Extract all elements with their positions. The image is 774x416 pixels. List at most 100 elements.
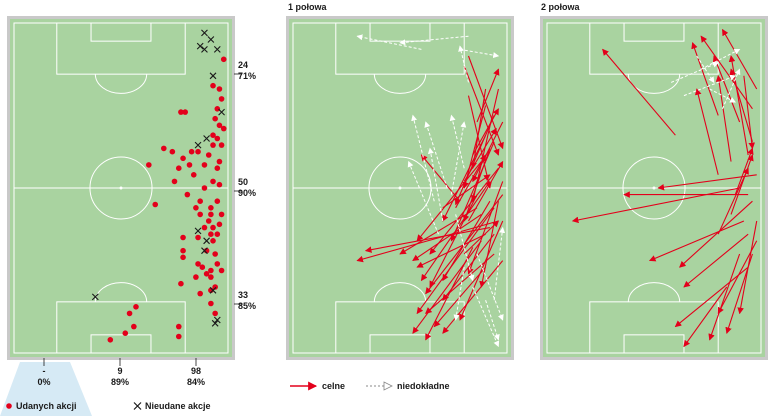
- pitch-second-half: [540, 16, 768, 360]
- accurate-pass-arrow: [364, 227, 490, 253]
- legend-unsuccessful-cross: [133, 402, 142, 410]
- successful-action-point: [214, 198, 221, 204]
- successful-action-point: [186, 162, 193, 168]
- successful-action-point: [193, 205, 199, 211]
- accurate-pass-arrow: [468, 160, 504, 222]
- successful-action-point: [133, 304, 139, 310]
- accurate-pass-arrow: [602, 48, 676, 136]
- zone-bottom-count: 98: [191, 366, 201, 376]
- unsuccessful-action-point: [203, 237, 210, 245]
- successful-action-point: [178, 109, 184, 115]
- successful-action-point: [152, 201, 159, 208]
- successful-action-point: [203, 271, 210, 277]
- successful-action-point: [201, 185, 208, 191]
- successful-action-point: [175, 323, 182, 330]
- goal-box-bottom: [369, 334, 431, 354]
- accurate-pass-arrow: [433, 266, 487, 328]
- inaccurate-pass-arrow: [472, 286, 500, 348]
- successful-action-point: [205, 152, 212, 158]
- successful-action-point: [216, 181, 223, 188]
- successful-action-point: [210, 82, 216, 89]
- successful-action-point: [210, 132, 216, 138]
- accurate-pass-arrow: [459, 220, 504, 321]
- legend-inaccurate-arrowhead: [383, 381, 393, 391]
- inaccurate-pass-arrow: [458, 45, 469, 83]
- successful-action-point: [180, 234, 186, 241]
- accurate-pass-arrow: [356, 220, 499, 263]
- inaccurate-pass-arrow: [459, 48, 500, 59]
- successful-action-point: [122, 330, 129, 337]
- accurate-pass-arrow: [657, 174, 757, 191]
- legend-inaccurate-label: niedokładne: [397, 381, 450, 391]
- successful-action-point: [208, 231, 214, 237]
- zone-right-count: 24: [238, 60, 248, 70]
- accurate-pass-arrow: [683, 286, 728, 348]
- unsuccessful-action-point: [211, 319, 219, 327]
- centre-circle: [89, 156, 153, 220]
- successful-action-point: [197, 290, 203, 297]
- successful-action-point: [214, 135, 221, 142]
- zone-bottom-pct: 84%: [187, 377, 205, 387]
- zone-right-pct: 90%: [238, 188, 256, 198]
- accurate-pass-arrow: [442, 233, 495, 301]
- successful-action-point: [178, 280, 184, 287]
- centre-spot: [398, 186, 402, 190]
- accurate-pass-arrow: [442, 174, 491, 209]
- successful-action-point: [214, 106, 221, 112]
- legend-successful-dot: [6, 403, 12, 409]
- successful-action-point: [175, 333, 182, 340]
- zone-right-count: 50: [238, 177, 248, 187]
- unsuccessful-action-point: [213, 46, 221, 53]
- accurate-pass-arrow: [416, 233, 486, 268]
- inaccurate-pass-arrow: [455, 214, 475, 282]
- successful-action-point: [201, 224, 208, 231]
- successful-action-point: [180, 254, 186, 261]
- successful-action-point: [216, 122, 223, 129]
- inaccurate-pass-arrow: [476, 253, 504, 321]
- inaccurate-pass-arrow: [450, 121, 467, 195]
- penalty-arc-top: [94, 74, 148, 94]
- successful-action-point: [199, 264, 206, 271]
- centre-spot: [119, 186, 123, 190]
- unsuccessful-action-point: [218, 108, 225, 116]
- inaccurate-pass-arrow: [700, 48, 741, 70]
- zone-bottom-pct: 0%: [37, 377, 50, 387]
- zone-right-pct: 85%: [238, 301, 256, 311]
- chart-marks: [91, 28, 758, 348]
- successful-action-point: [208, 274, 214, 280]
- unsuccessful-action-point: [203, 135, 210, 142]
- accurate-pass-arrow: [571, 187, 740, 224]
- successful-action-point: [169, 148, 176, 155]
- inaccurate-pass-arrow: [493, 226, 506, 301]
- successful-action-point: [210, 142, 216, 148]
- successful-action-point: [195, 234, 201, 241]
- successful-action-point: [216, 158, 223, 165]
- accurate-pass-arrow: [730, 154, 754, 215]
- inaccurate-pass-arrow: [399, 35, 469, 46]
- accurate-pass-arrow: [467, 181, 504, 275]
- accurate-pass-arrow: [700, 35, 753, 110]
- accurate-pass-arrow: [412, 240, 482, 334]
- inaccurate-pass-arrow: [424, 121, 448, 189]
- centre-circle: [622, 156, 686, 220]
- inaccurate-pass-arrow: [427, 147, 444, 222]
- successful-action-point: [212, 251, 218, 257]
- centre-spot: [652, 186, 656, 190]
- accurate-pass-arrow: [442, 260, 504, 334]
- accurate-pass-arrow: [674, 266, 749, 328]
- legend-accurate: celne: [290, 381, 345, 391]
- successful-action-point: [131, 323, 137, 330]
- inaccurate-pass-arrow: [722, 68, 741, 109]
- unsuccessful-action-point: [194, 141, 202, 149]
- successful-action-point: [171, 178, 178, 185]
- successful-action-point: [193, 274, 199, 280]
- successful-action-point: [184, 191, 191, 198]
- accurate-pass-arrow: [722, 28, 758, 90]
- accurate-pass-arrow: [412, 213, 482, 262]
- zone-right-count: 33: [238, 290, 248, 300]
- accurate-pass-arrow: [683, 233, 749, 288]
- inaccurate-pass-arrow: [670, 61, 719, 83]
- zone-bottom-pct: 89%: [111, 377, 129, 387]
- successful-action-point: [214, 165, 221, 171]
